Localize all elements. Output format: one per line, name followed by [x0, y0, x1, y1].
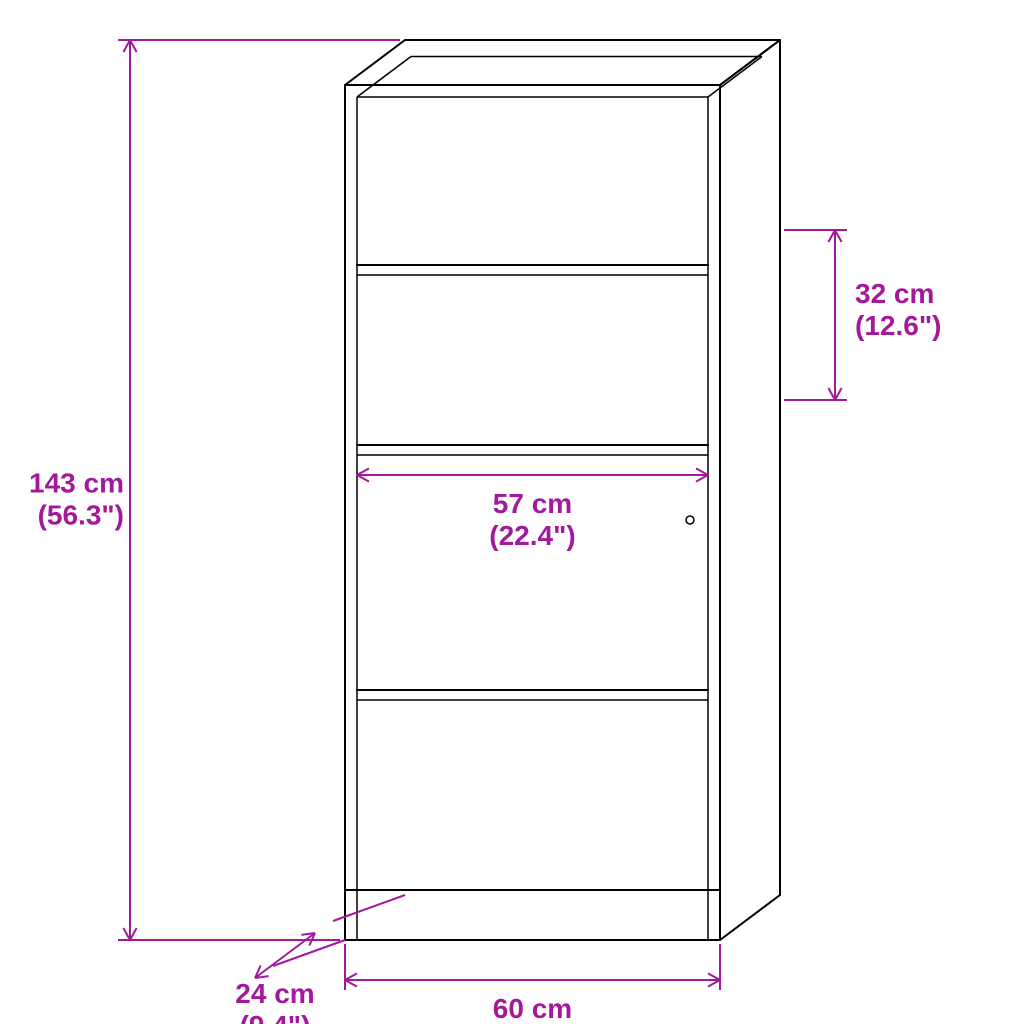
dim-width: 60 cm(23.6"): [489, 993, 575, 1024]
dim-height: 143 cm(56.3"): [29, 468, 124, 531]
dim-inner-width: 57 cm(22.4"): [489, 488, 575, 551]
dim-shelf-opening: 32 cm(12.6"): [855, 278, 941, 341]
dim-depth: 24 cm(9.4"): [235, 978, 314, 1024]
door-knob: [686, 516, 694, 524]
